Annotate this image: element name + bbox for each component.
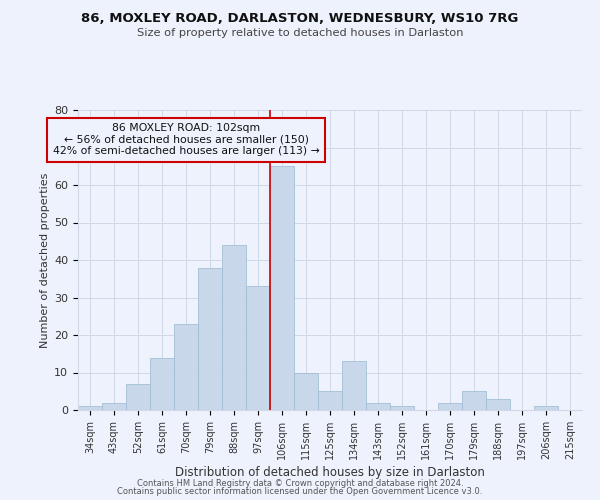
Text: Contains public sector information licensed under the Open Government Licence v3: Contains public sector information licen… [118, 487, 482, 496]
Bar [126, 384, 150, 410]
Bar [222, 245, 246, 410]
Text: 86, MOXLEY ROAD, DARLASTON, WEDNESBURY, WS10 7RG: 86, MOXLEY ROAD, DARLASTON, WEDNESBURY, … [82, 12, 518, 26]
Bar [534, 406, 558, 410]
Text: Size of property relative to detached houses in Darlaston: Size of property relative to detached ho… [137, 28, 463, 38]
Y-axis label: Number of detached properties: Number of detached properties [40, 172, 50, 348]
Bar [462, 391, 486, 410]
Bar [366, 402, 390, 410]
Bar [486, 399, 510, 410]
X-axis label: Distribution of detached houses by size in Darlaston: Distribution of detached houses by size … [175, 466, 485, 479]
Bar [174, 324, 198, 410]
Bar [150, 358, 174, 410]
Bar [270, 166, 294, 410]
Bar [318, 391, 342, 410]
Text: 86 MOXLEY ROAD: 102sqm
← 56% of detached houses are smaller (150)
42% of semi-de: 86 MOXLEY ROAD: 102sqm ← 56% of detached… [53, 123, 319, 156]
Bar [102, 402, 126, 410]
Bar [438, 402, 462, 410]
Bar [294, 372, 318, 410]
Bar [390, 406, 414, 410]
Bar [198, 268, 222, 410]
Bar [78, 406, 102, 410]
Bar [342, 361, 366, 410]
Bar [246, 286, 270, 410]
Text: Contains HM Land Registry data © Crown copyright and database right 2024.: Contains HM Land Registry data © Crown c… [137, 478, 463, 488]
